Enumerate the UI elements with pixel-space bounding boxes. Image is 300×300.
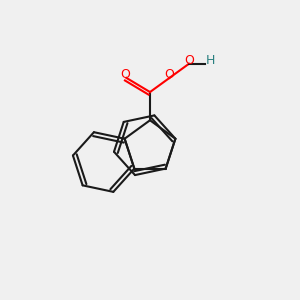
Text: O: O [120, 68, 130, 81]
Text: H: H [206, 54, 215, 67]
Text: O: O [164, 68, 174, 81]
Text: O: O [184, 54, 194, 67]
